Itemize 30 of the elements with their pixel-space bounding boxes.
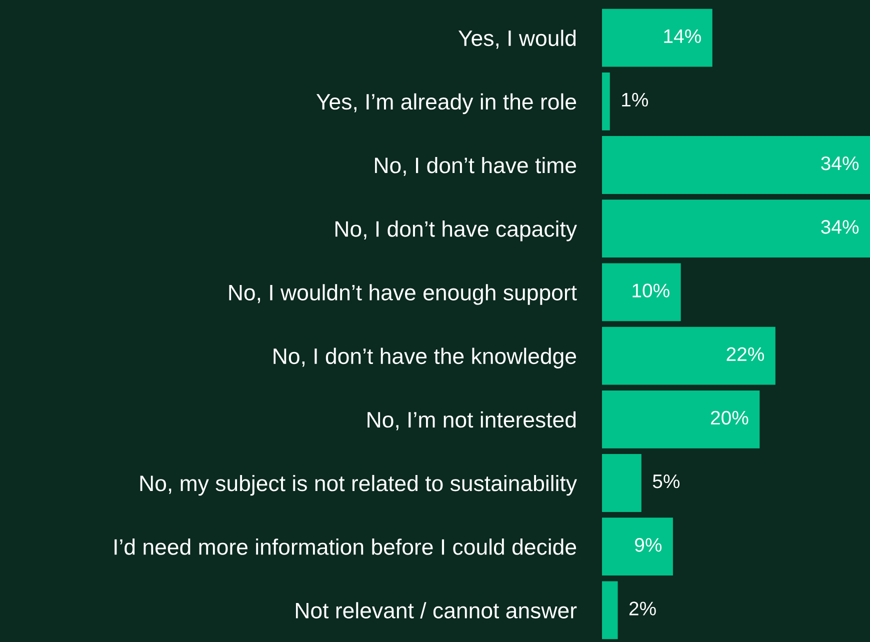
- bar: [602, 518, 673, 576]
- bar: [602, 326, 776, 385]
- bar: [602, 390, 760, 448]
- bar: [602, 454, 642, 512]
- bar: [602, 581, 618, 640]
- data-label: 5%: [652, 474, 680, 488]
- data-label: 22%: [726, 347, 764, 361]
- y-tick-label: Yes, I would: [458, 30, 576, 49]
- bar: [602, 200, 870, 258]
- data-label: 14%: [664, 29, 701, 43]
- y-tick-label: No, my subject is not related to sustainability: [140, 474, 577, 496]
- data-label: 34%: [821, 220, 859, 234]
- y-tick-label: No, I wouldn’t have enough support: [229, 284, 577, 305]
- y-tick-label: No, I don’t have time: [375, 156, 576, 176]
- y-tick-label: I’d need more information before I could decide: [114, 538, 576, 555]
- y-tick-label: No, I’m not interested: [368, 411, 576, 430]
- y-tick-label: No, I don’t have capacity: [335, 220, 577, 242]
- y-tick-label: No, I don’t have the knowledge: [274, 348, 576, 368]
- bar: [602, 263, 681, 322]
- data-label: 10%: [632, 284, 670, 298]
- data-label: 2%: [629, 602, 656, 616]
- bar: [602, 136, 870, 194]
- data-label: 20%: [710, 410, 748, 425]
- bar: [602, 8, 712, 67]
- data-label: 34%: [821, 156, 859, 170]
- data-label: 1%: [622, 92, 648, 107]
- y-tick-label: Yes, I’m already in the role: [316, 93, 576, 114]
- bar: [602, 72, 610, 130]
- y-tick-label: Not relevant / cannot answer: [296, 602, 577, 618]
- data-label: 9%: [635, 538, 662, 552]
